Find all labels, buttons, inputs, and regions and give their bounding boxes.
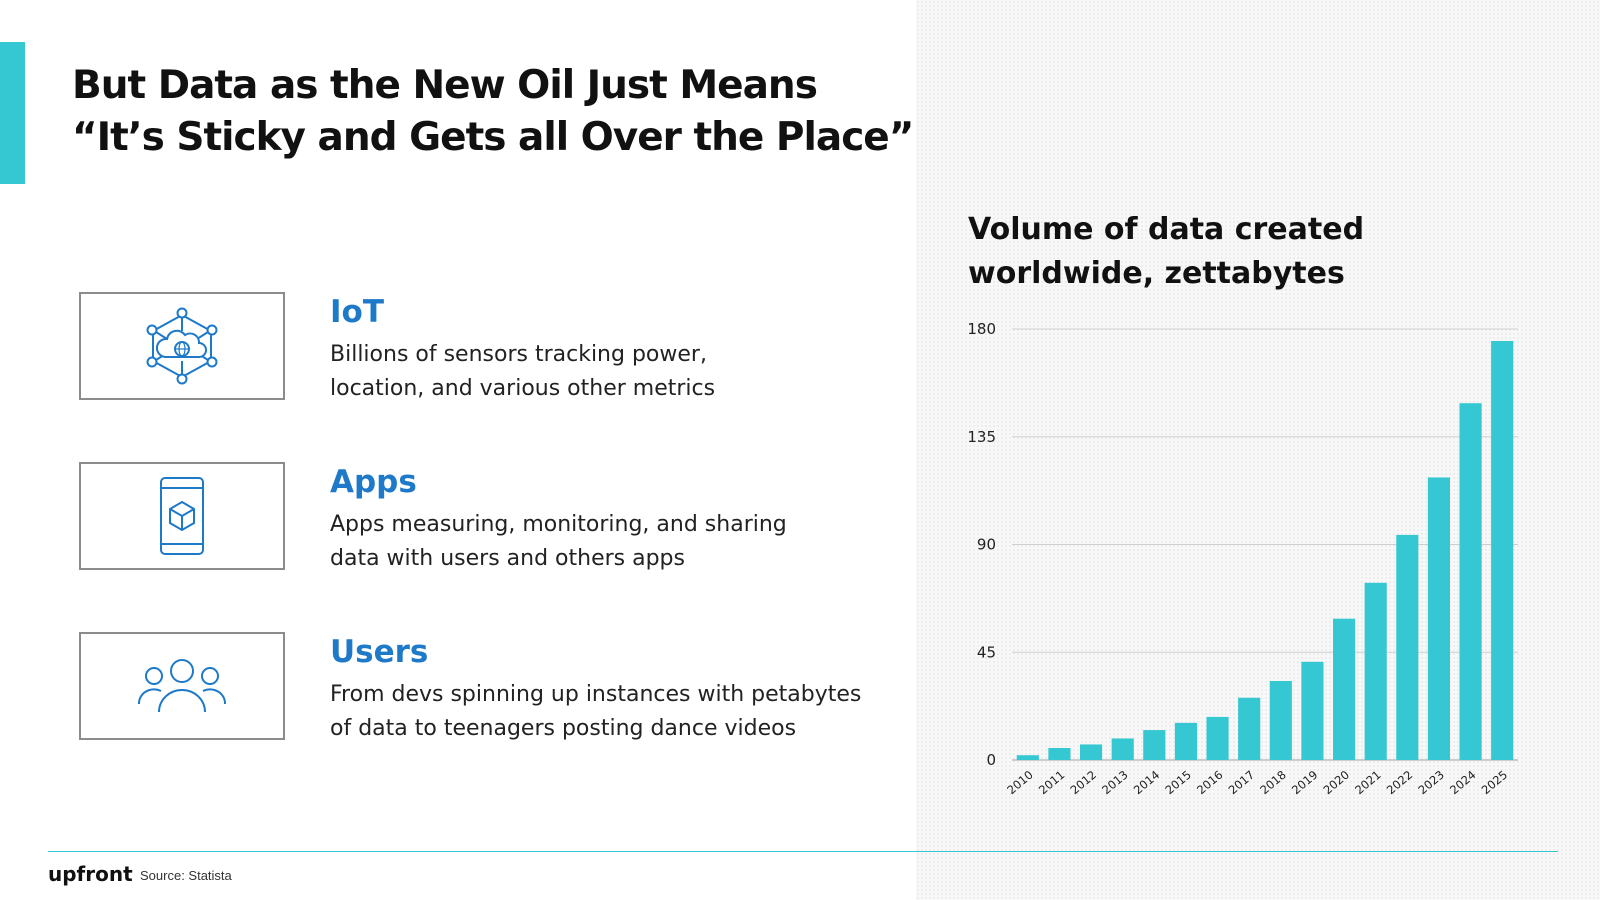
chart-title-line-1: Volume of data created (968, 212, 1365, 247)
feature-users-description: From devs spinning up instances with pet… (330, 678, 890, 746)
bar-2019 (1301, 661, 1324, 760)
source-note: Source: Statista (140, 868, 232, 883)
bar-2025 (1491, 340, 1514, 760)
upfront-logo: upfront (48, 862, 133, 886)
title-accent-bar (0, 42, 25, 184)
slide-title-line-2: “It’s Sticky and Gets all Over the Place… (72, 115, 914, 160)
feature-apps-description: Apps measuring, monitoring, and sharing … (330, 508, 890, 576)
footer-divider (48, 851, 1558, 852)
chart-panel-background (916, 0, 1600, 900)
feature-apps-title: Apps (330, 464, 417, 500)
bar-2020 (1332, 618, 1356, 760)
x-tick-label: 2010 (1004, 768, 1035, 798)
feature-users-icon-box (79, 632, 285, 740)
feature-apps-desc-line-1: Apps measuring, monitoring, and sharing (330, 512, 787, 537)
x-tick-label: 2017 (1226, 768, 1257, 798)
bar-2011 (1048, 748, 1071, 760)
y-tick-label: 135 (967, 428, 996, 446)
feature-apps-icon-box (79, 462, 285, 570)
feature-apps-desc-line-2: data with users and others apps (330, 546, 685, 571)
feature-users-desc-line-1: From devs spinning up instances with pet… (330, 682, 862, 707)
bar-2018 (1269, 680, 1292, 760)
feature-iot-icon-box (79, 292, 285, 400)
bar-2010 (1016, 755, 1039, 760)
y-tick-label: 45 (977, 643, 996, 661)
feature-iot-title: IoT (330, 294, 384, 330)
y-tick-label: 0 (986, 751, 996, 769)
feature-users-title: Users (330, 634, 429, 670)
feature-iot-desc-line-1: Billions of sensors tracking power, (330, 342, 707, 367)
bar-2024 (1459, 403, 1482, 760)
x-tick-label: 2011 (1036, 768, 1067, 798)
chart-title-line-2: worldwide, zettabytes (968, 256, 1345, 291)
x-tick-label: 2013 (1099, 768, 1130, 798)
y-tick-label: 90 (977, 536, 996, 554)
x-tick-label: 2012 (1068, 768, 1099, 798)
x-tick-label: 2016 (1194, 768, 1225, 798)
x-tick-label: 2021 (1352, 768, 1383, 798)
x-tick-label: 2015 (1162, 768, 1193, 798)
x-tick-label: 2023 (1415, 768, 1446, 798)
x-tick-label: 2014 (1131, 768, 1162, 798)
slide-title-line-1: But Data as the New Oil Just Means (72, 63, 818, 108)
bar-2014 (1143, 730, 1166, 760)
y-tick-label: 180 (967, 320, 996, 338)
users-group-icon (137, 659, 227, 713)
x-tick-label: 2025 (1479, 768, 1510, 798)
bar-2015 (1174, 722, 1198, 760)
x-tick-label: 2020 (1321, 768, 1352, 798)
feature-users-desc-line-2: of data to teenagers posting dance video… (330, 716, 797, 741)
x-tick-label: 2024 (1447, 768, 1478, 798)
feature-iot-description: Billions of sensors tracking power, loca… (330, 338, 890, 406)
bar-2016 (1206, 716, 1229, 760)
chart-title: Volume of data created worldwide, zettab… (968, 208, 1364, 296)
bar-2017 (1238, 697, 1261, 760)
x-tick-label: 2018 (1257, 768, 1288, 798)
bar-2022 (1396, 534, 1419, 760)
bar-2013 (1111, 738, 1134, 760)
iot-network-icon (146, 307, 218, 385)
feature-iot-desc-line-2: location, and various other metrics (330, 376, 716, 401)
bar-2021 (1364, 582, 1387, 760)
x-tick-label: 2019 (1289, 768, 1320, 798)
bar-2012 (1079, 744, 1103, 760)
bar-2023 (1427, 477, 1451, 760)
mobile-app-icon (160, 477, 204, 555)
slide-title: But Data as the New Oil Just Means “It’s… (72, 60, 914, 164)
x-tick-label: 2022 (1384, 768, 1415, 798)
